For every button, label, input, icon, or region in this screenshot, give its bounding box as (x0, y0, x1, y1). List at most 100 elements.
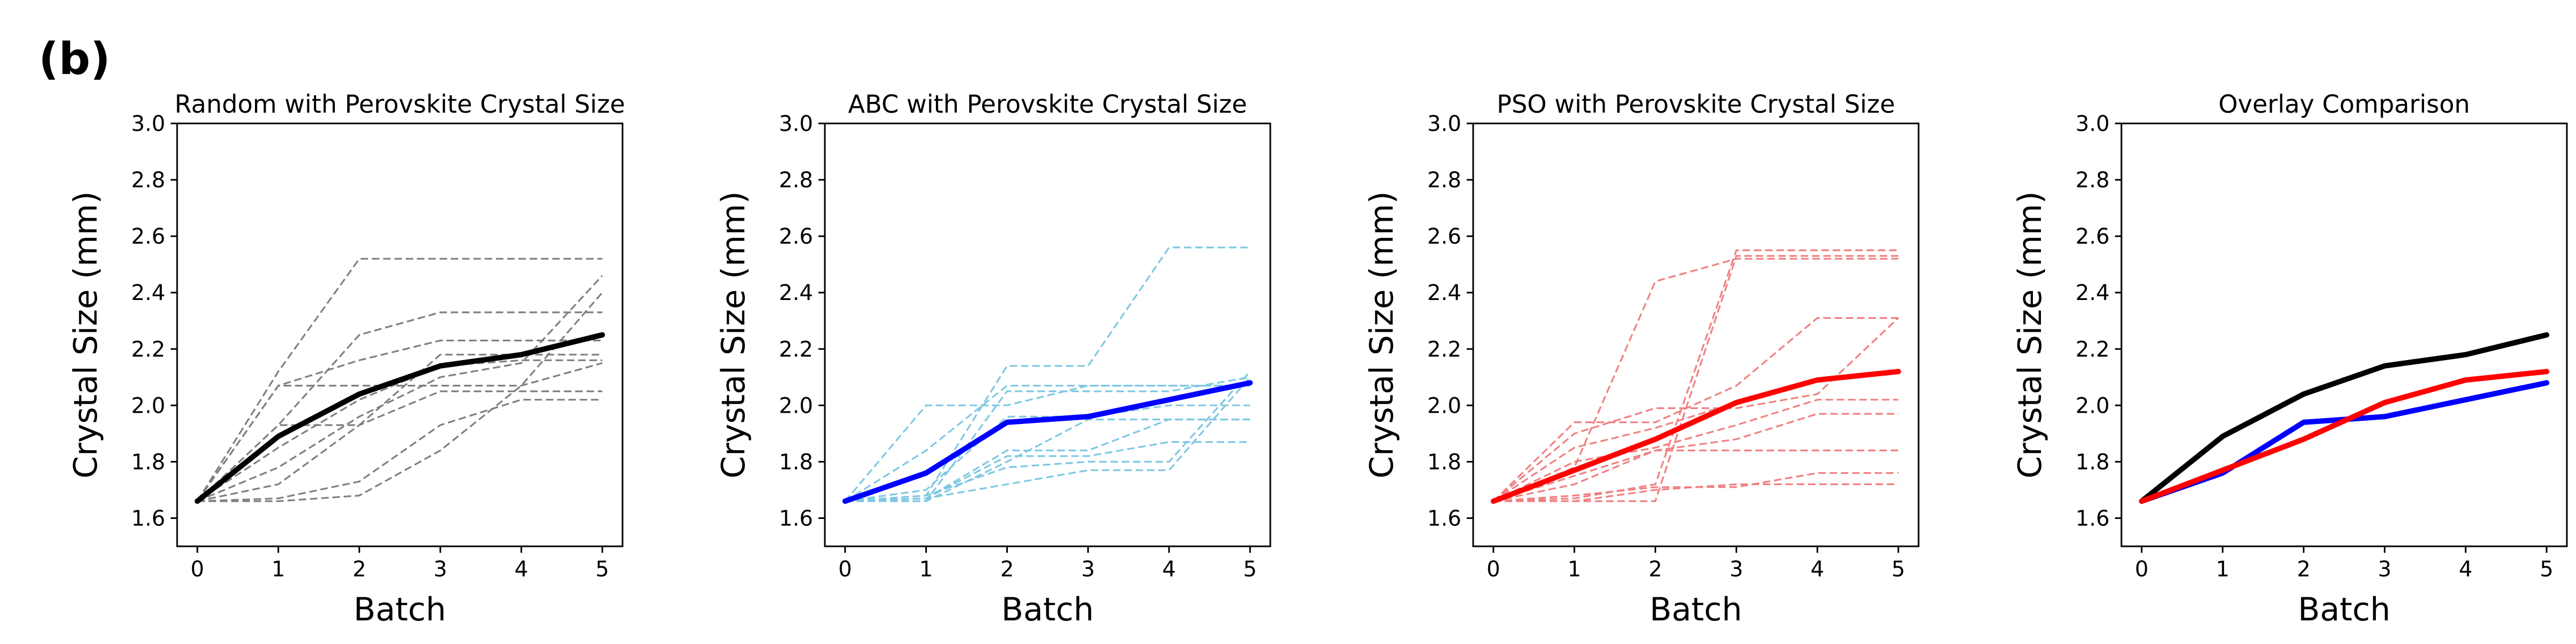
x-tick-label: 5 (1243, 557, 1257, 582)
axes-frame (176, 122, 624, 547)
trial-line (845, 371, 1251, 502)
trial-line (1493, 483, 1899, 502)
x-axis-label: Batch (1001, 591, 1094, 628)
trial-line (845, 418, 1250, 502)
x-tick-label: 5 (596, 557, 609, 582)
y-tick-label: 1.6 (1427, 506, 1461, 531)
x-tick-label: 1 (272, 557, 285, 582)
x-tick-label: 4 (1162, 557, 1176, 582)
x-tick-label: 0 (2135, 557, 2148, 582)
x-tick-label: 1 (2216, 557, 2229, 582)
x-tick-label: 1 (1568, 557, 1581, 582)
trial-line (1493, 249, 1899, 502)
x-tick-label: 3 (1730, 557, 1743, 582)
x-tick-label: 1 (919, 557, 933, 582)
x-tick-label: 3 (1081, 557, 1095, 582)
y-tick-label: 2.4 (2075, 281, 2110, 305)
trial-line (1492, 399, 1899, 502)
series-line (2139, 369, 2550, 504)
x-tick-label: 2 (2297, 557, 2310, 582)
x-tick-label: 4 (515, 557, 528, 582)
panel-label: (b) (39, 34, 111, 85)
chart-panel-1: Random with Perovskite Crystal Size 0 1 2 3 4… (67, 90, 625, 628)
trial-line (1493, 413, 1899, 502)
y-tick-label: 2.6 (131, 224, 165, 249)
mean-line (842, 380, 1253, 504)
x-axis-label: Batch (354, 591, 446, 628)
x-tick-label: 2 (1649, 557, 1662, 582)
y-tick-label: 2.4 (779, 281, 813, 305)
trial-line (197, 390, 603, 502)
y-tick-label: 1.8 (131, 450, 165, 474)
trial-line (196, 258, 603, 502)
x-axis-label: Batch (1650, 591, 1742, 628)
x-axis-label: Batch (2298, 591, 2390, 628)
y-tick-label: 2.6 (1427, 224, 1461, 249)
y-tick-label: 1.6 (131, 506, 165, 531)
chart-title: Overlay Comparison (2219, 90, 2470, 119)
y-tick-label: 3.0 (2075, 112, 2110, 136)
chart-panel-4: Overlay Comparison 0 1 2 3 4 5 1.6 1.8 2.0 2.2 2.4 2… (2011, 90, 2568, 628)
y-tick-label: 2.2 (779, 337, 813, 362)
chart-panel-3: PSO with Perovskite Crystal Size 0 1 2 3 4 5 1.… (1363, 90, 1920, 628)
y-tick-label: 3.0 (1427, 112, 1461, 136)
y-tick-label: 2.0 (1427, 393, 1461, 418)
axes-frame (2120, 122, 2568, 547)
trial-line (845, 376, 1251, 502)
y-tick-label: 2.0 (2075, 393, 2110, 418)
trial-line (196, 339, 603, 502)
chart-panel-2: ABC with Perovskite Crystal Size 0 1 2 3 4 5 1.… (715, 90, 1271, 628)
plot-area (1490, 249, 1901, 504)
plot-area (842, 246, 1253, 504)
plot-area (194, 258, 605, 504)
x-tick-label: 3 (434, 557, 447, 582)
y-tick-label: 2.8 (2075, 168, 2110, 193)
y-axis-label: Crystal Size (mm) (715, 191, 752, 478)
trial-line (845, 404, 1250, 502)
y-tick-label: 1.8 (1427, 450, 1461, 474)
x-tick-label: 4 (1811, 557, 1824, 582)
axes-frame (824, 122, 1271, 547)
mean-line (1490, 369, 1901, 504)
trial-line (196, 359, 603, 502)
x-tick-label: 0 (1487, 557, 1500, 582)
trial-line (1492, 317, 1899, 502)
x-tick-label: 0 (838, 557, 852, 582)
trial-line (844, 384, 1250, 502)
y-tick-label: 2.4 (1427, 281, 1461, 305)
y-tick-label: 3.0 (779, 112, 813, 136)
trial-line (844, 384, 1250, 502)
trial-line (197, 399, 603, 502)
y-tick-label: 1.8 (779, 450, 813, 474)
y-tick-label: 2.0 (131, 393, 165, 418)
x-tick-label: 2 (1000, 557, 1014, 582)
trial-line (197, 275, 603, 502)
chart-title: ABC with Perovskite Crystal Size (848, 90, 1247, 119)
y-tick-label: 3.0 (131, 112, 165, 136)
trial-line (196, 354, 603, 502)
y-tick-label: 2.6 (779, 224, 813, 249)
chart-title: PSO with Perovskite Crystal Size (1497, 90, 1895, 119)
y-tick-label: 2.8 (1427, 168, 1461, 193)
x-tick-label: 0 (191, 557, 204, 582)
chart-title: Random with Perovskite Crystal Size (174, 90, 625, 119)
x-tick-label: 5 (1892, 557, 1905, 582)
y-tick-label: 2.8 (131, 168, 165, 193)
mean-line (194, 332, 605, 504)
y-axis-label: Crystal Size (mm) (67, 191, 105, 478)
x-tick-label: 3 (2378, 557, 2391, 582)
plot-area (2139, 332, 2550, 504)
trial-line (1492, 317, 1899, 502)
axes-frame (1472, 122, 1920, 547)
y-tick-label: 2.0 (779, 393, 813, 418)
series-line (2139, 380, 2550, 504)
y-axis-label: Crystal Size (mm) (1363, 191, 1401, 478)
trial-line (197, 292, 603, 502)
trial-line (845, 418, 1250, 502)
y-tick-label: 1.8 (2075, 450, 2110, 474)
y-tick-label: 2.8 (779, 168, 813, 193)
x-tick-label: 4 (2459, 557, 2472, 582)
x-tick-label: 2 (353, 557, 366, 582)
y-axis-label: Crystal Size (mm) (2011, 191, 2049, 478)
